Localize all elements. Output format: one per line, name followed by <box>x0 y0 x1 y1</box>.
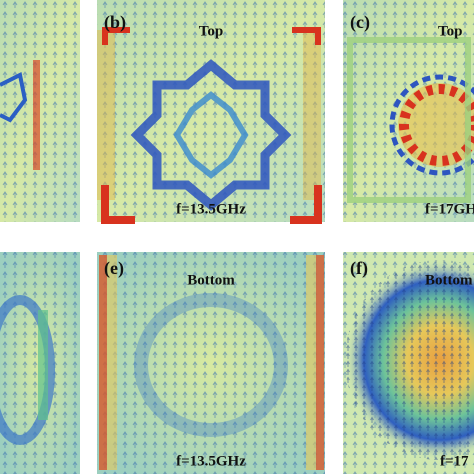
frequency-label: f=13.5GHz <box>176 453 246 469</box>
panel-label: (b) <box>104 12 126 33</box>
side-label: Top <box>438 23 462 39</box>
panel-b: (b) Top f=13.5GHz <box>97 0 325 224</box>
panel-f: (f) Bottom f=17 <box>343 252 474 474</box>
frequency-label: f=17GH <box>425 201 474 217</box>
side-label: Bottom <box>187 272 235 288</box>
panel-e: (e) Bottom f=13.5GHz <box>97 252 325 474</box>
side-label: Top <box>199 23 223 39</box>
panel-c: (c) Top f=17GH <box>343 0 474 222</box>
frequency-label: f=17 <box>440 453 469 469</box>
panel-label: (c) <box>350 12 370 33</box>
panel-label: (e) <box>104 258 124 279</box>
panel-d <box>0 252 80 474</box>
panel-label: (f) <box>350 258 368 279</box>
panel-a <box>0 0 80 222</box>
side-label: Bottom <box>425 272 473 288</box>
frequency-label: f=13.5GHz <box>176 201 246 217</box>
